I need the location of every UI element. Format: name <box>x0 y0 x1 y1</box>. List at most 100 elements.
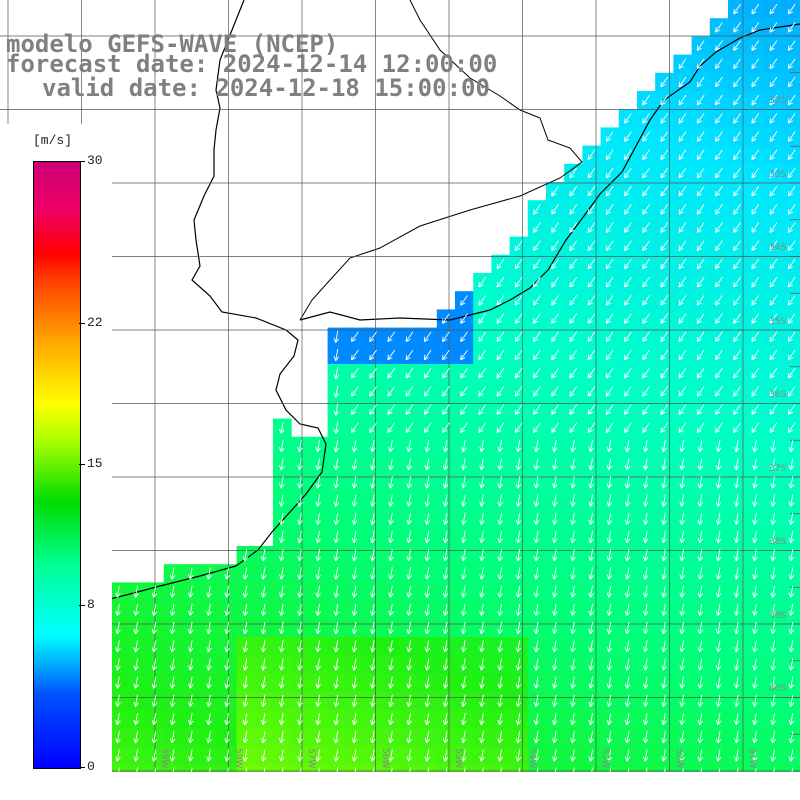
wind-arrow <box>570 439 576 453</box>
wind-cell <box>182 764 201 772</box>
wind-arrow <box>734 549 740 562</box>
wind-arrow <box>643 567 649 580</box>
wind-arrow <box>733 349 741 361</box>
wind-arrow <box>514 386 523 397</box>
wind-cell <box>218 764 238 772</box>
wind-arrow <box>696 149 705 161</box>
wind-arrow <box>642 113 650 124</box>
wind-arrow <box>769 131 778 142</box>
wind-arrow <box>660 185 669 197</box>
wind-arrow <box>696 40 705 51</box>
wind-arrow <box>787 204 796 215</box>
wind-arrow <box>587 149 596 161</box>
wind-arrow <box>751 404 760 415</box>
wind-arrow <box>297 458 303 471</box>
wind-arrow <box>587 258 596 270</box>
wind-arrow <box>787 222 796 233</box>
wind-arrow <box>751 367 760 379</box>
wind-arrow <box>715 204 723 215</box>
wind-arrow <box>715 185 723 197</box>
wind-arrow <box>642 367 650 379</box>
wind-arrow <box>423 404 432 415</box>
colorbar-tick-mark <box>79 767 85 768</box>
wind-arrow <box>552 439 558 453</box>
wind-arrow <box>624 131 632 142</box>
wind-arrow <box>461 512 467 525</box>
wind-arrow <box>696 258 705 270</box>
wind-arrow <box>587 313 596 324</box>
wind-arrow <box>751 76 760 88</box>
wind-arrow <box>678 204 687 215</box>
wind-arrow <box>715 167 723 179</box>
wind-cell <box>546 764 565 772</box>
wind-arrow <box>678 295 687 306</box>
wind-arrow <box>624 422 632 434</box>
wind-arrow <box>461 494 467 507</box>
wind-arrow <box>642 295 650 306</box>
wind-cell <box>691 764 711 772</box>
wind-arrow <box>569 276 578 288</box>
wind-arrow <box>696 349 705 361</box>
wind-arrow <box>297 549 303 562</box>
wind-arrow <box>461 567 467 580</box>
wind-arrow <box>279 530 285 544</box>
wind-arrow <box>569 367 578 379</box>
colorbar-tick-mark <box>79 605 85 607</box>
wind-arrow <box>387 386 396 397</box>
wind-arrow <box>406 530 412 544</box>
wind-arrow <box>660 295 669 306</box>
wind-arrow <box>533 549 540 562</box>
colorbar-unit: [m/s] <box>33 133 73 148</box>
wind-arrow <box>770 512 776 525</box>
wind-arrow <box>733 149 741 161</box>
wind-arrow <box>660 240 669 252</box>
wind-arrow <box>315 549 321 562</box>
wind-arrow <box>369 331 377 343</box>
wind-arrow <box>461 458 467 471</box>
wind-arrow <box>569 331 578 343</box>
wind-arrow <box>624 476 631 489</box>
wind-arrow <box>734 458 740 471</box>
wind-arrow <box>624 149 632 161</box>
wind-arrow <box>752 530 758 544</box>
wind-arrow <box>588 567 594 580</box>
wind-arrow <box>551 422 559 434</box>
wind-arrow <box>787 367 796 379</box>
wind-cell <box>254 764 274 772</box>
wind-arrow <box>752 512 758 525</box>
wind-arrow <box>642 131 650 142</box>
wind-cell <box>382 764 401 772</box>
wind-arrow <box>769 386 778 397</box>
wind-arrow <box>369 404 377 415</box>
wind-arrow <box>678 149 687 161</box>
wind-arrow <box>551 313 559 324</box>
wind-arrow <box>588 549 594 562</box>
lat-label: 37S <box>769 463 787 474</box>
wind-cell <box>509 764 529 772</box>
wind-arrow <box>606 530 613 544</box>
wind-arrow <box>697 567 704 580</box>
wind-arrow <box>787 22 796 33</box>
wind-arrow <box>333 585 340 598</box>
wind-arrow <box>605 131 614 142</box>
wind-arrow <box>624 567 631 580</box>
wind-arrow <box>351 512 358 525</box>
wind-arrow <box>752 439 758 453</box>
wind-arrow <box>715 567 722 580</box>
wind-arrow <box>169 585 176 598</box>
wind-arrow <box>551 240 559 252</box>
wind-arrow <box>569 386 578 397</box>
wind-arrow <box>752 458 758 471</box>
wind-arrow <box>297 585 303 598</box>
wind-arrow <box>606 549 613 562</box>
wind-arrow <box>370 530 376 544</box>
wind-arrow <box>551 331 559 343</box>
wind-arrow <box>751 258 760 270</box>
wind-field-svg <box>0 0 800 772</box>
wind-arrow <box>515 476 522 489</box>
wind-arrow <box>787 349 796 361</box>
wind-arrow <box>697 494 704 507</box>
wind-cell <box>345 764 365 772</box>
wind-arrow <box>588 494 594 507</box>
wind-arrow <box>696 295 705 306</box>
